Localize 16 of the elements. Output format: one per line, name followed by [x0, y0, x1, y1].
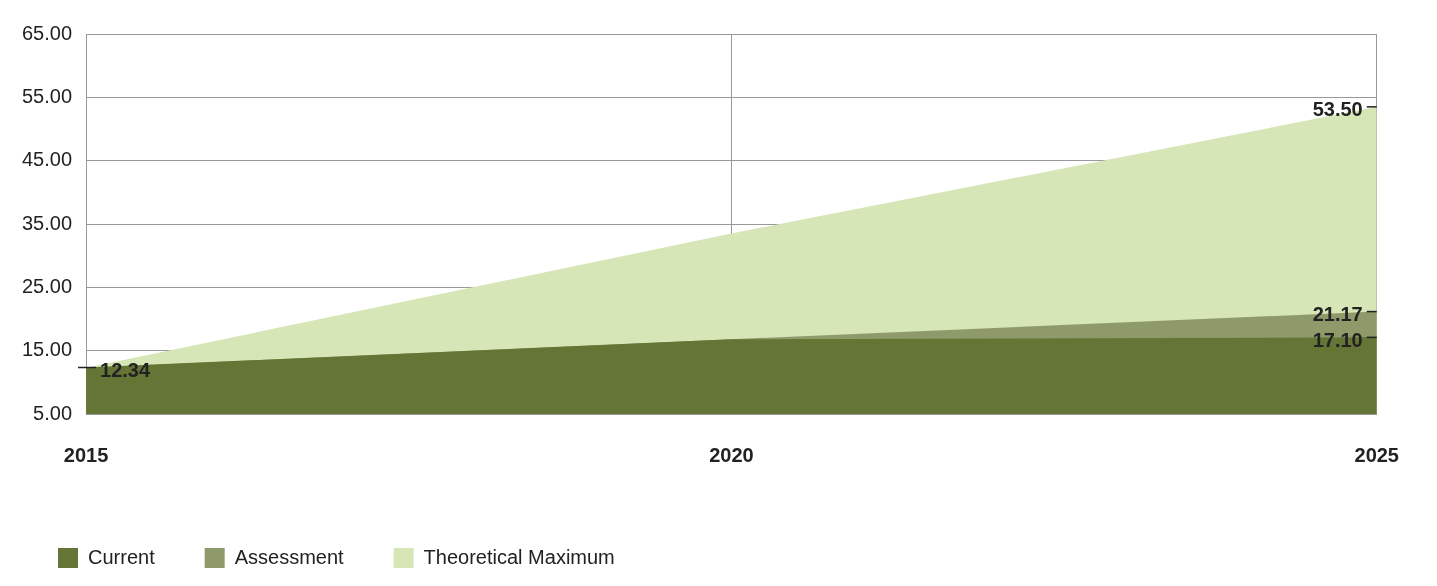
- y-tick-label: 5.00: [33, 401, 73, 424]
- data-label: 53.50: [1312, 98, 1363, 121]
- y-tick-label: 55.00: [21, 84, 73, 107]
- x-tick-label: 2015: [63, 443, 109, 466]
- y-tick-label: 65.00: [21, 21, 73, 44]
- legend-label: Theoretical Maximum: [423, 545, 615, 568]
- y-tick-label: 45.00: [21, 148, 73, 171]
- y-tick-label: 25.00: [21, 274, 73, 297]
- legend-label: Assessment: [234, 545, 345, 568]
- y-tick-label: 15.00: [21, 338, 73, 361]
- data-label: 12.34: [100, 359, 151, 382]
- legend-label: Current: [88, 545, 156, 568]
- x-tick-label: 2025: [1354, 443, 1399, 466]
- data-label: 17.10: [1312, 328, 1363, 351]
- y-tick-label: 35.00: [21, 211, 73, 234]
- x-tick-label: 2020: [709, 443, 754, 466]
